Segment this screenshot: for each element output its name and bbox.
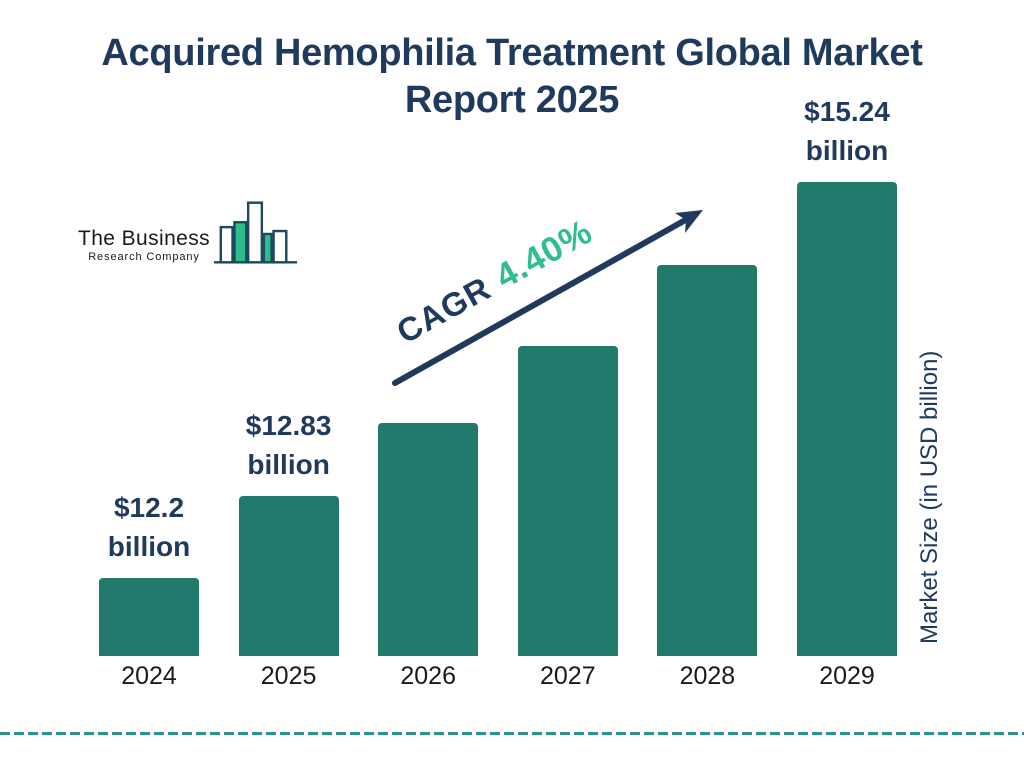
x-tick-label-2029: 2029 bbox=[819, 662, 875, 690]
cagr-label: CAGR bbox=[390, 269, 497, 351]
logo-subname: Research Company bbox=[88, 251, 200, 263]
page-title: Acquired Hemophilia Treatment Global Mar… bbox=[101, 32, 923, 121]
bar-value-label-2024: $12.2 billion bbox=[107, 492, 191, 562]
bar-2025 bbox=[238, 496, 339, 656]
bar-value-label-2029: $15.24 billion bbox=[804, 96, 890, 166]
x-tick-label-2025: 2025 bbox=[260, 662, 317, 690]
x-tick-label-2024: 2024 bbox=[121, 662, 177, 690]
cagr-value: 4.40% bbox=[488, 211, 600, 297]
bar-2028 bbox=[657, 265, 758, 656]
x-tick-label-2026: 2026 bbox=[400, 662, 456, 690]
bar-2026 bbox=[378, 423, 479, 656]
bar-2024 bbox=[99, 578, 199, 656]
footer-dashed-divider bbox=[0, 732, 1024, 735]
logo-name: The Business bbox=[78, 227, 211, 250]
company-logo: The Business Research Company bbox=[78, 200, 298, 264]
bar-2029 bbox=[797, 182, 897, 656]
y-axis-label: Market Size (in USD billion) bbox=[916, 350, 943, 644]
x-tick-label-2027: 2027 bbox=[539, 662, 596, 690]
company-logo-text: The Business Research Company bbox=[78, 227, 210, 264]
bar-2027 bbox=[517, 346, 618, 656]
x-tick-label-2028: 2028 bbox=[679, 662, 736, 690]
cagr-annotation: CAGR4.40% bbox=[390, 212, 600, 352]
bar-chart-logo-icon bbox=[213, 201, 298, 264]
bar-value-label-2025: $12.83 billion bbox=[245, 410, 332, 480]
